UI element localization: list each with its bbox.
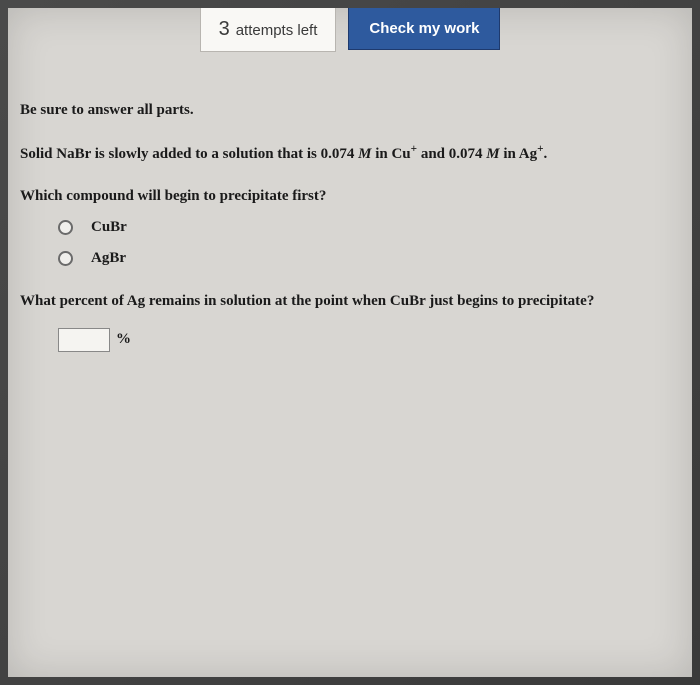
option-label-cubr: CuBr <box>91 219 127 236</box>
attempts-remaining: 3 attempts left <box>200 8 337 52</box>
options-group: CuBr AgBr <box>58 219 680 267</box>
top-bar: 3 attempts left Check my work <box>8 8 692 52</box>
option-row-cubr: CuBr <box>58 219 680 236</box>
question-1: Which compound will begin to precipitate… <box>20 188 680 205</box>
question-2: What percent of Ag remains in solution a… <box>20 293 680 310</box>
option-label-agbr: AgBr <box>91 250 126 267</box>
prompt-part: in Ag <box>500 146 538 162</box>
option-row-agbr: AgBr <box>58 250 680 267</box>
question-content: Be sure to answer all parts. Solid NaBr … <box>8 52 692 364</box>
radio-cubr[interactable] <box>58 220 73 235</box>
check-my-work-button[interactable]: Check my work <box>348 8 500 50</box>
unit-molar: M <box>358 146 371 162</box>
unit-molar: M <box>486 146 499 162</box>
attempts-number: 3 <box>219 18 230 41</box>
radio-agbr[interactable] <box>58 251 73 266</box>
percent-answer-row: % <box>58 328 680 352</box>
percent-sign: % <box>116 331 131 348</box>
instruction-text: Be sure to answer all parts. <box>20 102 680 119</box>
attempts-text: attempts left <box>236 22 318 39</box>
prompt-part: . <box>544 146 548 162</box>
problem-statement: Solid NaBr is slowly added to a solution… <box>20 141 680 166</box>
prompt-part: and 0.074 <box>417 146 486 162</box>
percent-input[interactable] <box>58 328 110 352</box>
question-page: 3 attempts left Check my work Be sure to… <box>8 8 692 677</box>
prompt-part: in Cu <box>371 146 410 162</box>
prompt-part: Solid NaBr is slowly added to a solution… <box>20 146 358 162</box>
